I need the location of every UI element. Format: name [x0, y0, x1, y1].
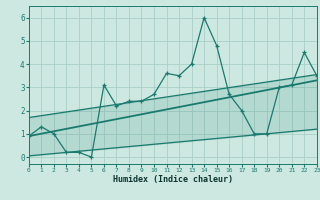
X-axis label: Humidex (Indice chaleur): Humidex (Indice chaleur) — [113, 175, 233, 184]
